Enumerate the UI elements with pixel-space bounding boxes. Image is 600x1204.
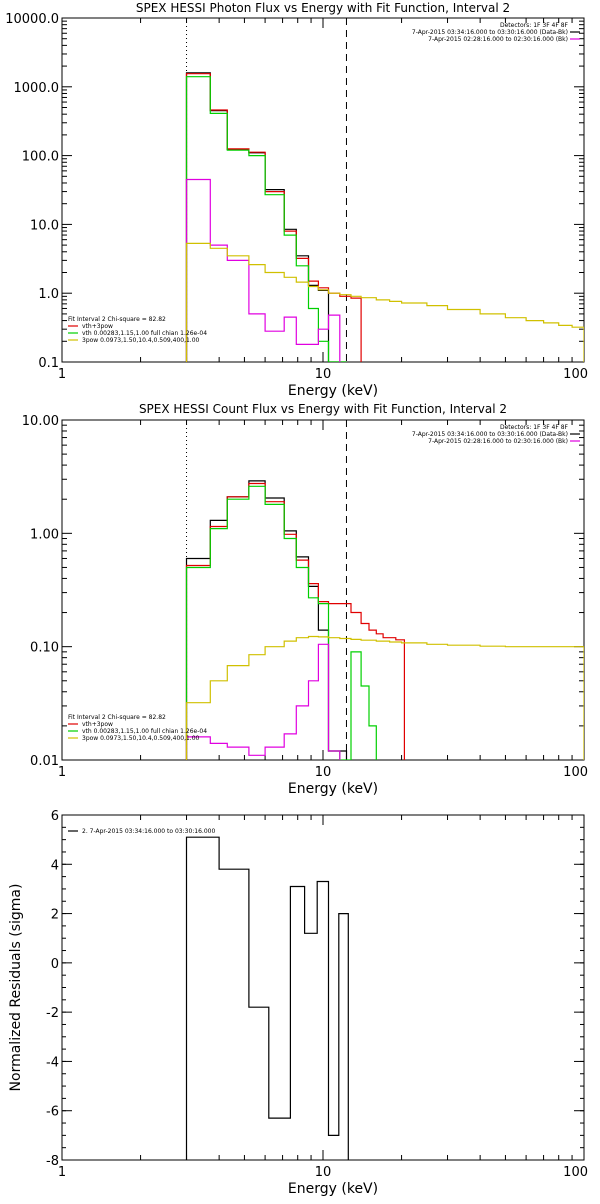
series-4-step-line [185,178,341,362]
legend-heading: Detectors: 1F 3F 4F 8F [500,22,569,29]
fit-legend-text: vth 0.00283,1.15,1.00 full chian 1.26e-0… [82,330,207,337]
fit-legend-text: vth 0.00283,1.15,1.00 full chian 1.26e-0… [82,728,207,735]
y-tick-label: 10000.0 [5,12,59,27]
y-tick-label: 100.0 [22,150,59,165]
y-tick-label: 0.1 [38,356,59,371]
series-5-step-line [185,242,584,362]
fit-legend-text: 3pow 0.0973,1.50,10.4,0.509,400,1.00 [82,337,200,344]
fit-legend-heading: Fit Interval 2 Chi-square = 82.82 [68,714,166,721]
data-group [185,18,584,362]
y-tick-label: 1.00 [30,527,59,542]
x-tick-label: 100 [563,1165,588,1180]
legend-entry-text: 7-Apr-2015 03:34:16.000 to 03:30:16.000 … [412,431,568,438]
series-1-step-line [185,836,349,1160]
y-tick-label: -6 [46,1105,59,1120]
x-tick-label: 1 [58,367,66,382]
plot-frame [61,17,585,363]
x-tick-label: 10 [315,367,332,382]
chart-panel-1: SPEX HESSI Photon Flux vs Energy with Fi… [5,1,588,399]
y-tick-label: 10.00 [22,414,59,429]
y-tick-label: 1.0 [38,287,59,302]
y-tick-label: -8 [46,1154,59,1169]
x-tick-label: 1 [58,765,66,780]
x-tick-label: 10 [315,1165,332,1180]
data-group [185,836,349,1160]
fit-legend-text: vth+3pow [82,323,113,330]
chart-panel-2: SPEX HESSI Count Flux vs Energy with Fit… [22,402,588,797]
series-2-step-line [185,482,405,760]
fit-legend-heading: Fit Interval 2 Chi-square = 82.82 [68,316,166,323]
x-tick-label: 100 [563,765,588,780]
plot-frame [61,419,585,761]
legend-entry-text: 7-Apr-2015 02:28:16.000 to 02:30:16.000 … [428,438,568,445]
series-2-step-line [185,73,362,362]
x-axis-label: Energy (keV) [288,383,378,399]
y-axis-label: Normalized Residuals (sigma) [8,884,24,1092]
y-tick-label: 10.0 [30,218,59,233]
data-group [185,420,584,760]
y-tick-label: -4 [46,1055,59,1070]
fit-legend-text: 3pow 0.0973,1.50,10.4,0.509,400,1.00 [82,735,200,742]
legend-entry-text: 7-Apr-2015 02:28:16.000 to 02:30:16.000 … [428,36,568,43]
fit-legend-text: 2. 7-Apr-2015 03:34:16.000 to 03:30:16.0… [82,828,215,835]
series-5-step-line [185,635,584,760]
x-tick-label: 1 [58,1165,66,1180]
y-tick-label: 2 [51,908,59,923]
series-3-step-line [185,485,377,760]
y-tick-label: 0.01 [30,754,59,769]
chart-panel-3: 1 10 100 -8 -6 -4 -2 0 2 4 6 Energy (keV) Normalized… [8,809,588,1197]
y-tick-label: 4 [51,858,59,873]
y-tick-label: -2 [46,1006,59,1021]
x-tick-label: 100 [563,367,588,382]
chart-title: SPEX HESSI Photon Flux vs Energy with Fi… [136,1,510,15]
x-axis-label: Energy (keV) [288,1181,378,1197]
chart-title: SPEX HESSI Count Flux vs Energy with Fit… [139,402,507,416]
series-4-step-line [185,643,341,760]
y-tick-label: 6 [51,809,59,824]
legend-heading: Detectors: 1F 3F 4F 8F [500,424,569,431]
y-tick-label: 1000.0 [14,81,60,96]
plot-frame [61,814,585,1161]
fit-legend-text: vth+3pow [82,721,113,728]
legend-entry-text: 7-Apr-2015 03:34:16.000 to 03:30:16.000 … [412,29,568,36]
x-tick-label: 10 [315,765,332,780]
y-tick-label: 0 [51,957,59,972]
y-tick-label: 0.10 [30,641,59,656]
series-1-step-line [185,480,348,760]
x-axis-label: Energy (keV) [288,781,378,797]
